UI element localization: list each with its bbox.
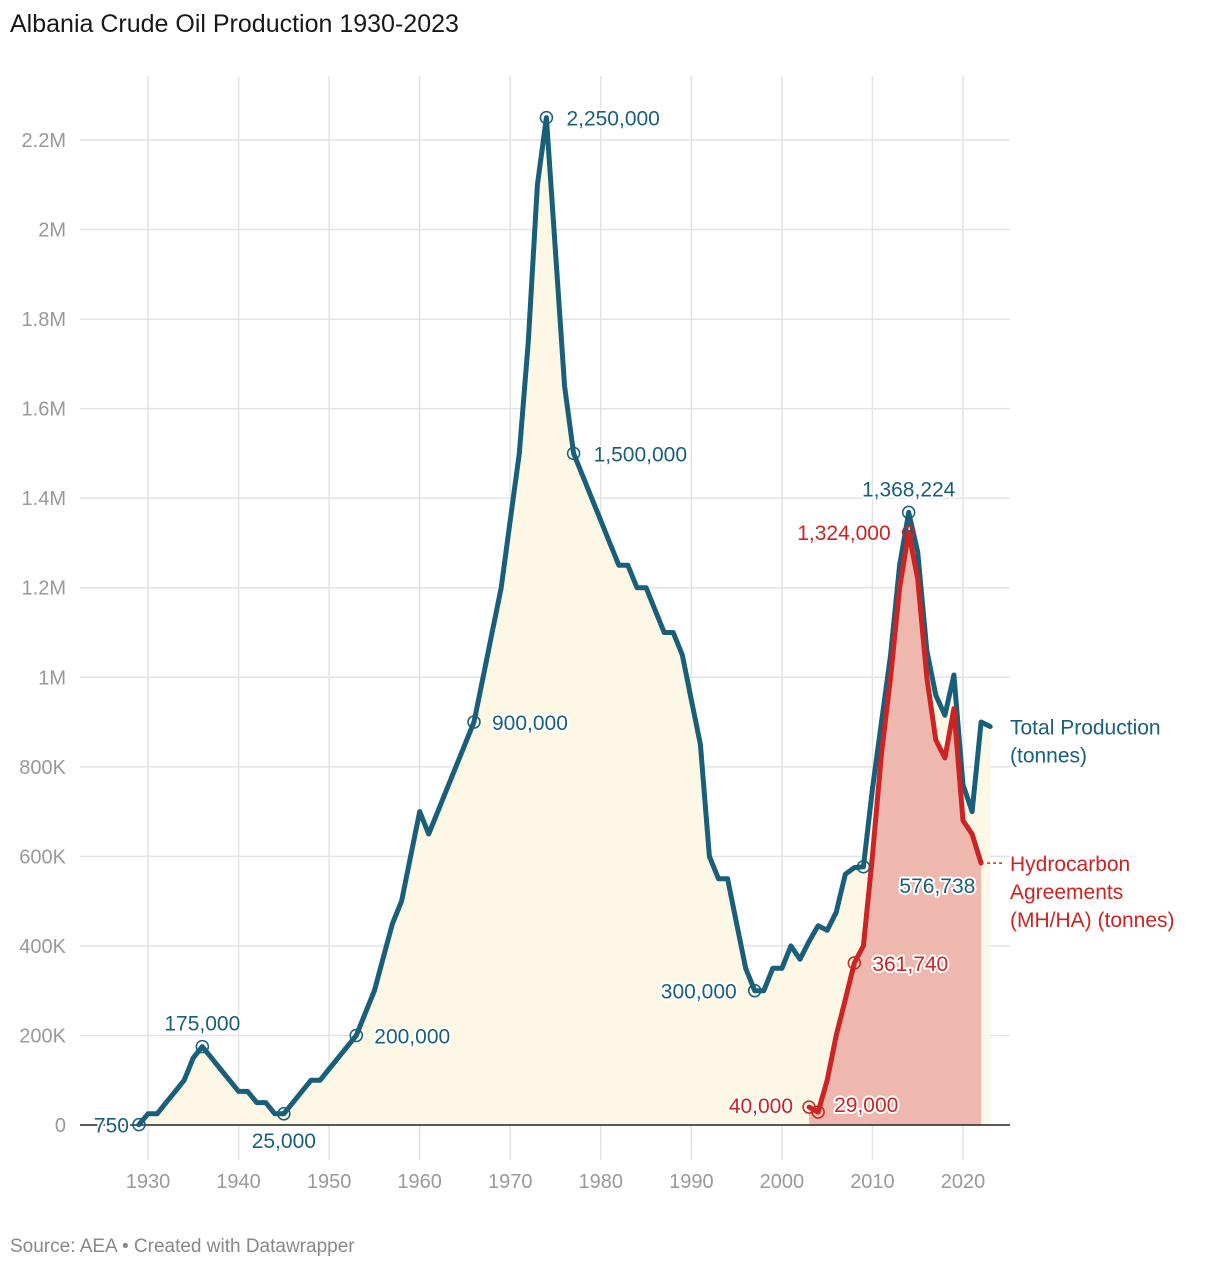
series-label-hydrocarbon-agreements: Hydrocarbon bbox=[1010, 853, 1130, 876]
annotation-label: 1,368,224 bbox=[862, 478, 956, 501]
annotation-label: 1,324,000 bbox=[797, 522, 890, 545]
x-tick-label: 1940 bbox=[216, 1171, 261, 1193]
x-tick-label: 2010 bbox=[850, 1171, 895, 1193]
total-production-area bbox=[138, 117, 991, 1126]
y-tick-label: 1.6M bbox=[22, 399, 66, 421]
x-tick-label: 1930 bbox=[126, 1171, 171, 1193]
annotation-marker bbox=[132, 1117, 146, 1132]
series-label-hydrocarbon-agreements: (MH/HA) (tonnes) bbox=[1010, 909, 1175, 932]
y-tick-label: 1M bbox=[38, 667, 66, 689]
y-tick-label: 0 bbox=[55, 1115, 66, 1137]
annotation-label: 29,000 bbox=[834, 1094, 898, 1117]
annotation-label: 1,500,000 bbox=[594, 443, 687, 466]
annotation-marker bbox=[847, 956, 862, 970]
annotation-marker bbox=[901, 505, 916, 520]
annotation-label: 40,000 bbox=[729, 1095, 793, 1118]
x-tick-label: 1970 bbox=[488, 1171, 533, 1193]
y-tick-label: 600K bbox=[19, 846, 66, 868]
y-tick-label: 800K bbox=[19, 757, 66, 779]
x-tick-label: 1980 bbox=[579, 1171, 624, 1193]
x-tick-label: 1990 bbox=[669, 1171, 714, 1193]
annotation-marker bbox=[277, 1107, 291, 1121]
annotation-label: 175,000 bbox=[164, 1013, 240, 1036]
y-tick-label: 2.2M bbox=[22, 130, 66, 152]
annotation-marker bbox=[566, 446, 581, 461]
y-tick-label: 400K bbox=[19, 936, 66, 958]
y-tick-label: 2M bbox=[38, 220, 66, 242]
annotation-label: 900,000 bbox=[492, 712, 568, 735]
annotation-label: 300,000 bbox=[661, 981, 737, 1004]
series-label-total-production: (tonnes) bbox=[1010, 745, 1087, 768]
total-production-line bbox=[136, 115, 993, 1128]
x-tick-label: 2020 bbox=[941, 1171, 986, 1193]
annotation-marker bbox=[901, 525, 916, 539]
y-tick-label: 1.8M bbox=[22, 309, 66, 331]
y-tick-label: 200K bbox=[19, 1025, 66, 1047]
annotation-marker bbox=[349, 1028, 364, 1043]
annotation-marker bbox=[802, 1100, 816, 1114]
annotation-marker bbox=[467, 715, 481, 729]
annotation-label: 576,738 bbox=[899, 875, 975, 898]
annotation-label: 361,740 bbox=[872, 953, 948, 976]
annotation-marker bbox=[539, 110, 554, 125]
annotation-label: 200,000 bbox=[374, 1025, 450, 1048]
annotation-label: 2,250,000 bbox=[566, 108, 659, 131]
hydrocarbon-agreements-line bbox=[806, 529, 984, 1115]
series-label-hydrocarbon-agreements: Agreements bbox=[1010, 881, 1123, 904]
series-label-total-production: Total Production bbox=[1010, 717, 1161, 740]
chart-title: Albania Crude Oil Production 1930-2023 bbox=[10, 10, 459, 38]
y-tick-label: 1.2M bbox=[22, 578, 66, 600]
chart-source: Source: AEA • Created with Datawrapper bbox=[10, 1236, 355, 1257]
annotation-marker bbox=[195, 1039, 210, 1054]
x-tick-label: 1960 bbox=[397, 1171, 442, 1193]
annotation-marker bbox=[856, 860, 871, 874]
y-tick-label: 1.4M bbox=[22, 488, 66, 510]
x-tick-label: 2000 bbox=[760, 1171, 805, 1193]
annotation-label: 750 bbox=[94, 1115, 129, 1138]
annotation-label: 25,000 bbox=[252, 1130, 316, 1153]
x-tick-label: 1950 bbox=[307, 1171, 352, 1193]
annotation-marker bbox=[747, 983, 762, 998]
